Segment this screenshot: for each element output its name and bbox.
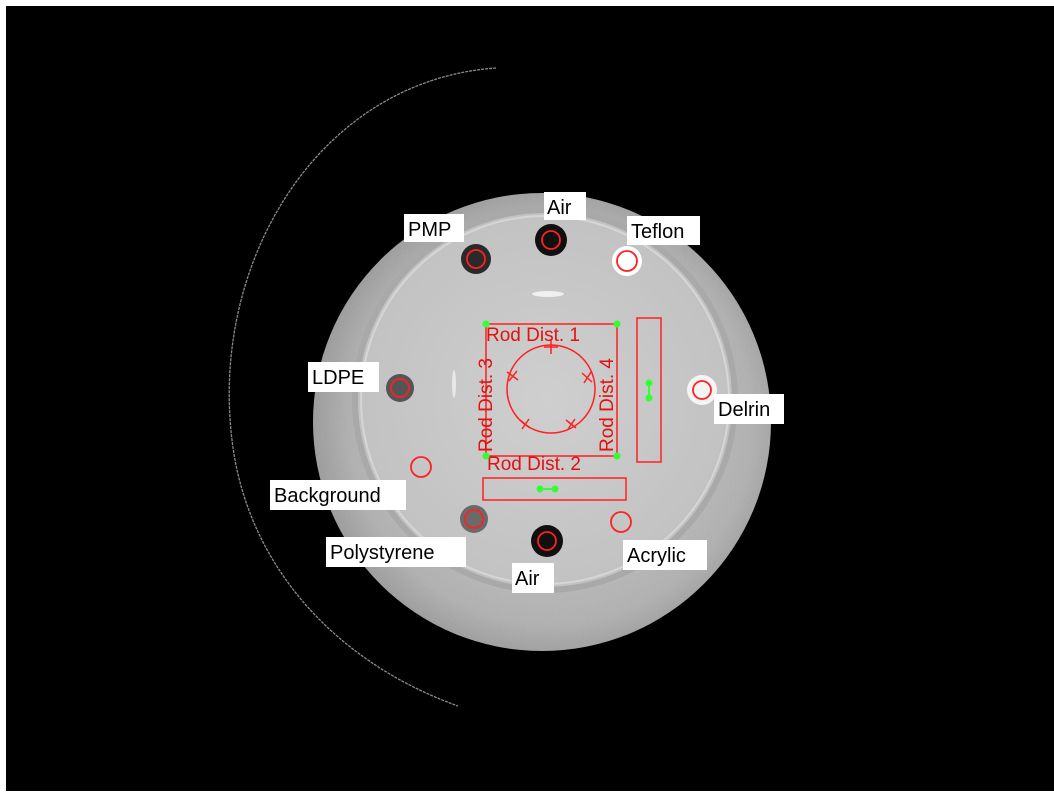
material-labels: PMP Air Teflon LDPE Delrin Background Po… xyxy=(270,192,784,593)
artifact-left xyxy=(452,370,456,398)
horizontal-profile-roi xyxy=(482,477,627,501)
roi-ldpe xyxy=(390,378,410,398)
rod-dist-3-label: Rod Dist. 3 xyxy=(476,358,497,452)
svg-text:Air: Air xyxy=(547,197,572,219)
plug-air-bottom xyxy=(531,525,563,557)
roi-polystyrene xyxy=(464,509,484,529)
roi-acrylic xyxy=(610,511,632,533)
label-air-bottom: Air xyxy=(512,563,554,593)
roi-delrin xyxy=(692,380,712,400)
svg-text:Background: Background xyxy=(274,485,381,507)
rod-distance-box xyxy=(485,323,618,457)
label-air-top: Air xyxy=(544,192,586,220)
label-background: Background xyxy=(270,480,406,510)
svg-text:Air: Air xyxy=(515,568,540,590)
svg-text:Polystyrene: Polystyrene xyxy=(330,542,435,564)
label-teflon: Teflon xyxy=(627,216,700,245)
plug-delrin xyxy=(687,375,717,405)
label-pmp: PMP xyxy=(404,214,464,242)
rod-distance-overlay xyxy=(482,317,662,501)
svg-text:PMP: PMP xyxy=(408,219,451,241)
ct-scan-image: Rod Dist. 1 Rod Dist. 2 Rod Dist. 3 Rod … xyxy=(6,6,1054,791)
label-delrin: Delrin xyxy=(714,394,784,424)
svg-text:LDPE: LDPE xyxy=(312,367,364,389)
rod-distance-labels: Rod Dist. 1 Rod Dist. 2 Rod Dist. 3 Rod … xyxy=(476,325,618,475)
label-acrylic: Acrylic xyxy=(623,540,707,570)
roi-air-bottom xyxy=(537,531,557,551)
rod-dist-1-label: Rod Dist. 1 xyxy=(486,325,580,346)
ct-image-viewer[interactable]: Rod Dist. 1 Rod Dist. 2 Rod Dist. 3 Rod … xyxy=(6,6,1054,791)
svg-text:Acrylic: Acrylic xyxy=(627,545,686,567)
roi-teflon xyxy=(616,250,638,272)
label-ldpe: LDPE xyxy=(308,362,379,392)
green-markers xyxy=(482,320,653,493)
svg-text:Teflon: Teflon xyxy=(631,221,684,243)
roi-circles xyxy=(390,230,712,551)
plug-pmp xyxy=(461,244,491,274)
rod-dist-2-label: Rod Dist. 2 xyxy=(487,454,581,475)
roi-background xyxy=(410,456,432,478)
couch-arc xyxy=(228,67,497,707)
rod-dist-4-label: Rod Dist. 4 xyxy=(597,358,618,452)
roi-air-top xyxy=(541,230,561,250)
plug-air-top xyxy=(535,224,567,256)
label-polystyrene: Polystyrene xyxy=(326,537,466,567)
vertical-profile-roi xyxy=(636,317,662,463)
svg-text:Delrin: Delrin xyxy=(718,399,770,421)
artifact-top xyxy=(532,291,564,297)
roi-pmp xyxy=(466,249,486,269)
